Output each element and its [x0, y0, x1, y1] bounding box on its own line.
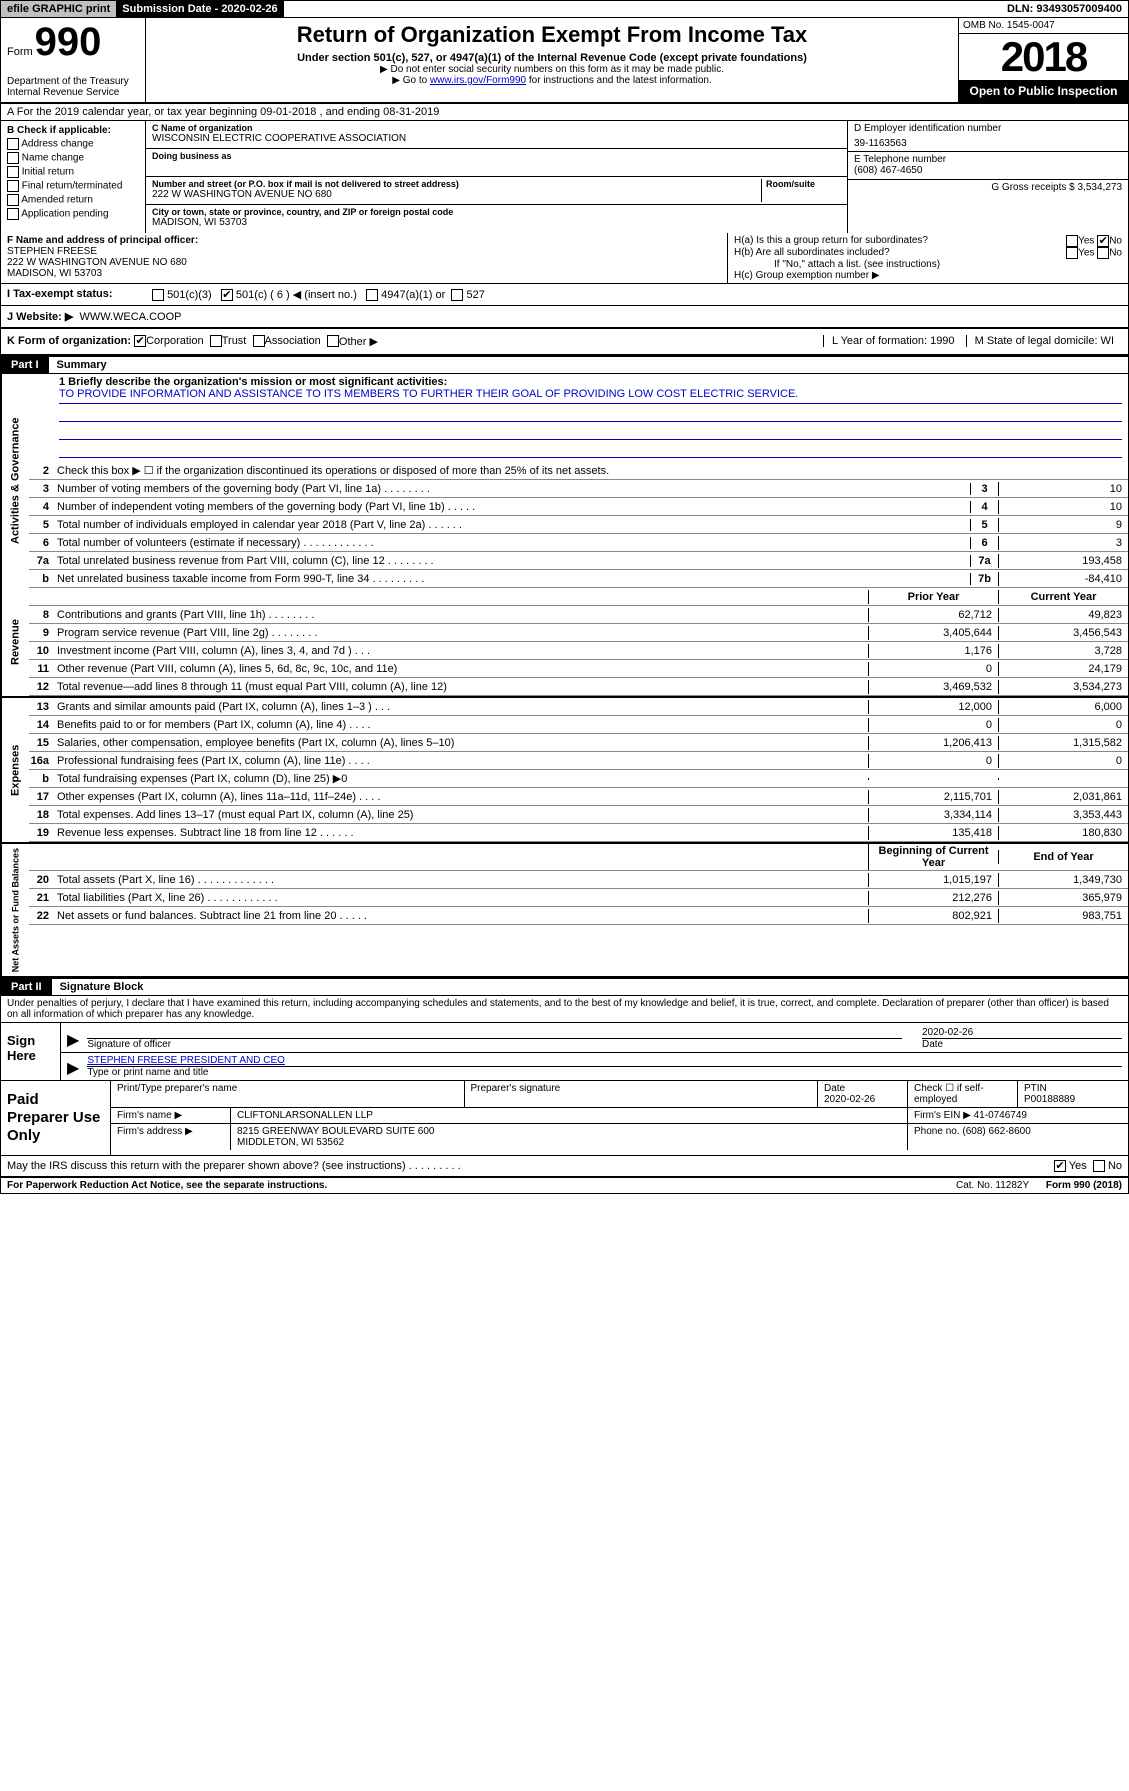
- chk-initial[interactable]: Initial return: [7, 166, 139, 178]
- chk-amended[interactable]: Amended return: [7, 194, 139, 206]
- col-headers-net: Beginning of Current Year End of Year: [29, 844, 1128, 871]
- dept-label: Department of the Treasury Internal Reve…: [7, 76, 139, 98]
- firm-name: CLIFTONLARSONALLEN LLP: [231, 1108, 908, 1123]
- arrow-icon: ▶: [67, 1058, 79, 1078]
- tax-year: 2018: [959, 34, 1128, 80]
- org-address: 222 W WASHINGTON AVENUE NO 680: [152, 189, 761, 200]
- col-c: C Name of organization WISCONSIN ELECTRI…: [146, 121, 848, 233]
- table-row: 15Salaries, other compensation, employee…: [29, 734, 1128, 752]
- declaration-text: Under penalties of perjury, I declare th…: [0, 996, 1129, 1022]
- table-row: 2Check this box ▶ ☐ if the organization …: [29, 462, 1128, 480]
- row-f-h: F Name and address of principal officer:…: [0, 233, 1129, 284]
- table-row: 20Total assets (Part X, line 16) . . . .…: [29, 871, 1128, 889]
- table-row: bTotal fundraising expenses (Part IX, co…: [29, 770, 1128, 788]
- table-row: 4Number of independent voting members of…: [29, 498, 1128, 516]
- efile-label[interactable]: efile GRAPHIC print: [1, 1, 116, 17]
- table-row: 22Net assets or fund balances. Subtract …: [29, 907, 1128, 925]
- omb-number: OMB No. 1545-0047: [959, 18, 1128, 34]
- table-row: 19Revenue less expenses. Subtract line 1…: [29, 824, 1128, 842]
- table-row: 17Other expenses (Part IX, column (A), l…: [29, 788, 1128, 806]
- table-row: 21Total liabilities (Part X, line 26) . …: [29, 889, 1128, 907]
- irs-link[interactable]: www.irs.gov/Form990: [430, 75, 526, 86]
- table-row: 10Investment income (Part VIII, column (…: [29, 642, 1128, 660]
- row-i: I Tax-exempt status: 501(c)(3) 501(c) ( …: [0, 284, 1129, 306]
- col-b: B Check if applicable: Address change Na…: [1, 121, 146, 233]
- officer-name[interactable]: STEPHEN FREESE PRESIDENT AND CEO: [87, 1055, 285, 1066]
- col-headers-rev: Prior Year Current Year: [29, 588, 1128, 606]
- table-row: 16aProfessional fundraising fees (Part I…: [29, 752, 1128, 770]
- chk-pending[interactable]: Application pending: [7, 208, 139, 220]
- open-public: Open to Public Inspection: [959, 80, 1128, 102]
- expenses-section: Expenses 13Grants and similar amounts pa…: [0, 698, 1129, 844]
- table-row: 11Other revenue (Part VIII, column (A), …: [29, 660, 1128, 678]
- subtitle-2: ▶ Do not enter social security numbers o…: [154, 64, 950, 75]
- form-header: Form 990 Department of the Treasury Inte…: [0, 18, 1129, 104]
- signature-block: Sign Here ▶ Signature of officer 2020-02…: [0, 1022, 1129, 1081]
- dln: DLN: 93493057009400: [1001, 1, 1128, 17]
- col-de: D Employer identification number 39-1163…: [848, 121, 1128, 233]
- part1-header: Part I Summary: [0, 356, 1129, 374]
- gross-receipts: G Gross receipts $ 3,534,273: [991, 182, 1122, 193]
- arrow-icon: ▶: [67, 1030, 79, 1050]
- top-bar: efile GRAPHIC print Submission Date - 20…: [0, 0, 1129, 18]
- form-number: Form 990: [7, 22, 139, 62]
- footer: For Paperwork Reduction Act Notice, see …: [0, 1176, 1129, 1194]
- table-row: 6Total number of volunteers (estimate if…: [29, 534, 1128, 552]
- part2-header: Part II Signature Block: [0, 978, 1129, 996]
- phone: (608) 467-4650: [854, 165, 1122, 176]
- governance-section: Activities & Governance 1 Briefly descri…: [0, 374, 1129, 588]
- paid-preparer-block: Paid Preparer Use Only Print/Type prepar…: [0, 1081, 1129, 1156]
- table-row: 14Benefits paid to or for members (Part …: [29, 716, 1128, 734]
- cell-h: H(a) Is this a group return for subordin…: [728, 233, 1128, 283]
- chk-name[interactable]: Name change: [7, 152, 139, 164]
- subtitle-3: ▶ Go to www.irs.gov/Form990 for instruct…: [154, 75, 950, 86]
- table-row: 18Total expenses. Add lines 13–17 (must …: [29, 806, 1128, 824]
- table-row: 3Number of voting members of the governi…: [29, 480, 1128, 498]
- table-row: bNet unrelated business taxable income f…: [29, 570, 1128, 588]
- table-row: 12Total revenue—add lines 8 through 11 (…: [29, 678, 1128, 696]
- table-row: 13Grants and similar amounts paid (Part …: [29, 698, 1128, 716]
- row-k: K Form of organization: Corporation Trus…: [0, 329, 1129, 356]
- row-j: J Website: ▶ WWW.WECA.COOP: [0, 306, 1129, 329]
- table-row: 7aTotal unrelated business revenue from …: [29, 552, 1128, 570]
- discuss-line: May the IRS discuss this return with the…: [0, 1156, 1129, 1176]
- netassets-section: Net Assets or Fund Balances Beginning of…: [0, 844, 1129, 978]
- mission-block: 1 Briefly describe the organization's mi…: [29, 374, 1128, 462]
- section-a: A For the 2019 calendar year, or tax yea…: [0, 104, 1129, 121]
- revenue-section: Revenue Prior Year Current Year 8Contrib…: [0, 588, 1129, 698]
- chk-address[interactable]: Address change: [7, 138, 139, 150]
- org-name: WISCONSIN ELECTRIC COOPERATIVE ASSOCIATI…: [152, 133, 841, 144]
- table-row: 5Total number of individuals employed in…: [29, 516, 1128, 534]
- table-row: 9Program service revenue (Part VIII, lin…: [29, 624, 1128, 642]
- block-b-to-g: B Check if applicable: Address change Na…: [0, 121, 1129, 233]
- submission-date: Submission Date - 2020-02-26: [116, 1, 283, 17]
- org-city: MADISON, WI 53703: [152, 217, 841, 228]
- table-row: 8Contributions and grants (Part VIII, li…: [29, 606, 1128, 624]
- cell-f: F Name and address of principal officer:…: [1, 233, 728, 283]
- form-title: Return of Organization Exempt From Incom…: [154, 22, 950, 48]
- subtitle-1: Under section 501(c), 527, or 4947(a)(1)…: [154, 52, 950, 64]
- ein: 39-1163563: [854, 134, 1122, 149]
- chk-final[interactable]: Final return/terminated: [7, 180, 139, 192]
